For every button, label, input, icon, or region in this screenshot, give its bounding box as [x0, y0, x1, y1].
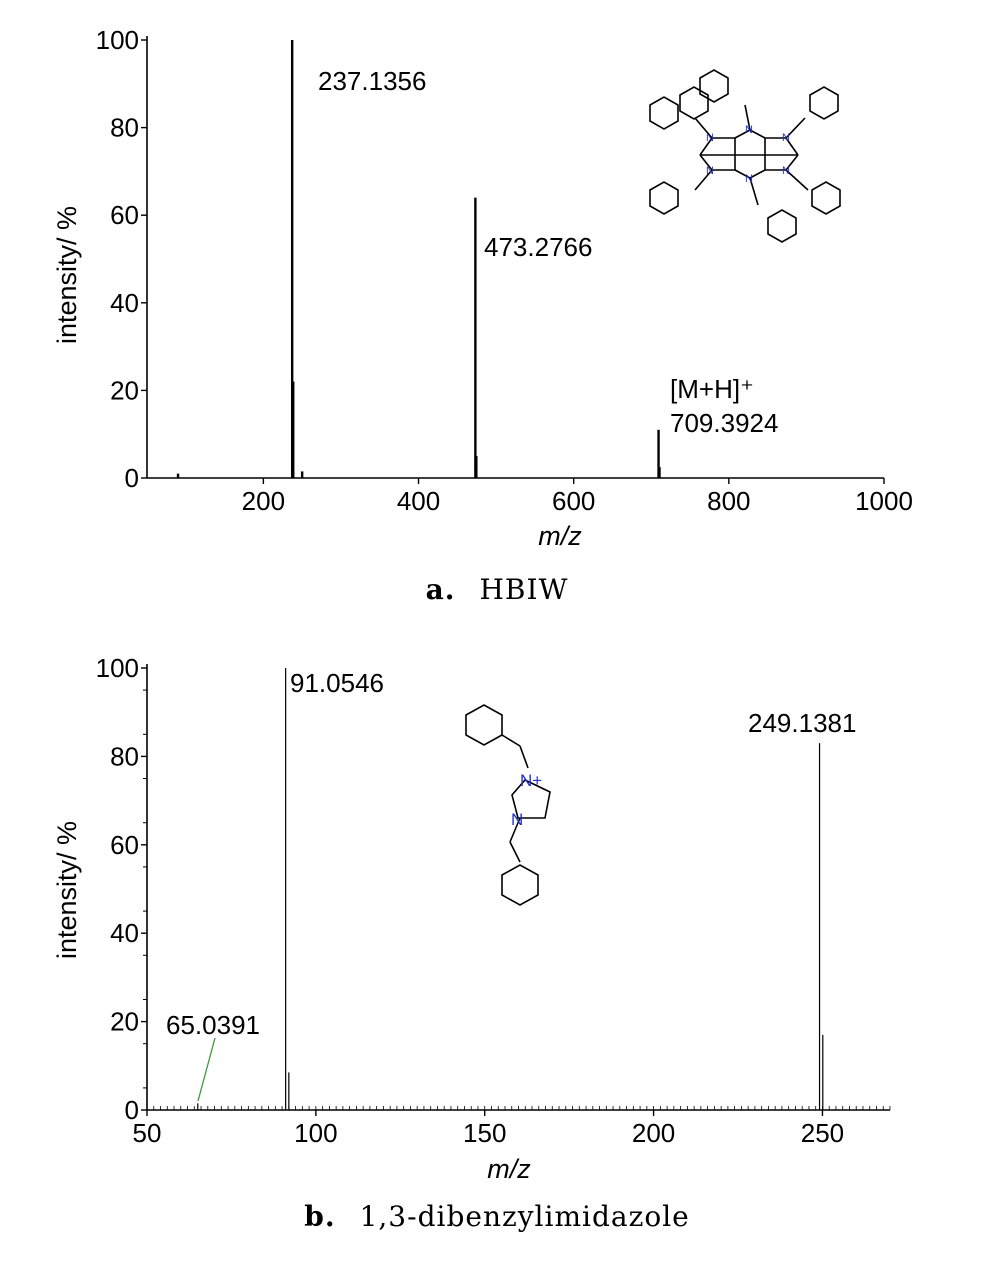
y-tick-label: 40 — [110, 288, 139, 318]
y-tick-label: 20 — [110, 375, 139, 405]
x-tick-label: 150 — [463, 1118, 506, 1148]
hbiw-structure — [649, 69, 841, 243]
peak-label-249: 249.1381 — [748, 708, 856, 738]
peak-label-237: 237.1356 — [318, 66, 426, 96]
dibenzylimidazole-structure — [465, 704, 551, 906]
axes-a — [146, 36, 884, 479]
y-tick-label: 80 — [110, 113, 139, 143]
x-axis-title-a: m/z — [538, 521, 582, 551]
svg-text:N: N — [511, 810, 523, 829]
peaks-a — [176, 40, 661, 478]
peak-label-91: 91.0546 — [290, 668, 384, 698]
caption-a-text: HBIW — [479, 573, 569, 606]
x-tick-label: 50 — [133, 1118, 162, 1148]
peak-label-leader-65 — [197, 1037, 216, 1102]
x-tick-label: 100 — [294, 1118, 337, 1148]
svg-text:N: N — [782, 165, 790, 177]
dibenzylimidazole-atom-labels: N+ N — [511, 771, 542, 829]
caption-b: b. 1,3-dibenzylimidazole — [0, 1200, 994, 1233]
svg-text:N+: N+ — [520, 771, 542, 790]
x-tick-label: 1000 — [855, 486, 913, 516]
y-tick-label: 100 — [96, 653, 139, 683]
caption-a: a. HBIW — [0, 573, 994, 606]
caption-b-tag: b. — [304, 1200, 336, 1233]
svg-text:N: N — [745, 124, 753, 136]
x-tick-label: 600 — [552, 486, 595, 516]
caption-b-text: 1,3-dibenzylimidazole — [359, 1200, 690, 1233]
peak-label-mh: [M+H]⁺ — [670, 374, 754, 404]
y-axis-title-a: intensity/ % — [52, 206, 82, 344]
y-tick-label: 100 — [96, 25, 139, 55]
y-tick-label: 60 — [110, 830, 139, 860]
peaks-b — [197, 668, 824, 1110]
y-axis-title-b: intensity/ % — [52, 821, 82, 959]
svg-text:N: N — [706, 165, 714, 177]
caption-a-tag: a. — [425, 573, 456, 606]
x-axis-title-b: m/z — [487, 1154, 531, 1184]
hbiw-atom-labels: N N N N N N — [706, 124, 790, 185]
peak-label-709: 709.3924 — [670, 408, 778, 438]
y-tick-label: 0 — [125, 463, 139, 493]
y-tick-label: 60 — [110, 200, 139, 230]
y-tick-label: 20 — [110, 1007, 139, 1037]
chart-panel-a: 0 20 40 60 80 100 200 400 600 800 1000 intensity/ … — [52, 25, 913, 551]
y-tick-label: 0 — [125, 1095, 139, 1125]
peak-label-473: 473.2766 — [484, 232, 592, 262]
svg-text:N: N — [745, 173, 753, 185]
y-tick-label: 40 — [110, 918, 139, 948]
x-tick-label: 800 — [707, 486, 750, 516]
ticks-b: 0 20 40 60 80 100 50 100 150 200 250 — [96, 653, 891, 1148]
x-tick-label: 200 — [632, 1118, 675, 1148]
ticks-a: 0 20 40 60 80 100 200 400 600 800 1000 — [96, 25, 913, 516]
svg-text:N: N — [706, 132, 714, 144]
peak-label-65: 65.0391 — [166, 1010, 260, 1040]
x-tick-label: 250 — [801, 1118, 844, 1148]
x-tick-label: 400 — [397, 486, 440, 516]
x-tick-label: 200 — [242, 486, 285, 516]
svg-text:N: N — [782, 132, 790, 144]
y-tick-label: 80 — [110, 741, 139, 771]
